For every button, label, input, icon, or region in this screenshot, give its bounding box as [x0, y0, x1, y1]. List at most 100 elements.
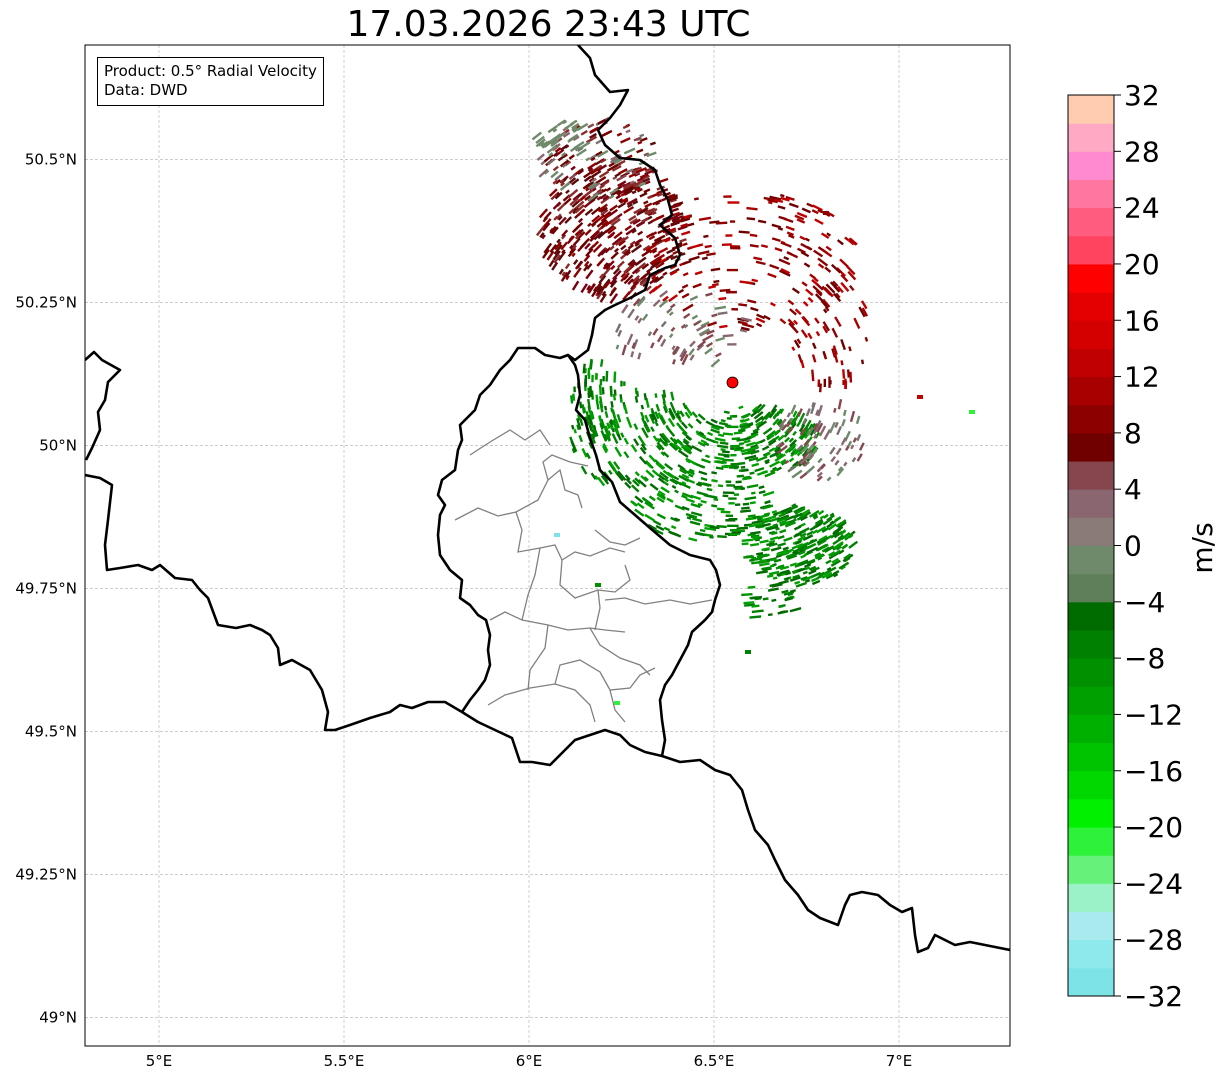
colorbar-segment: [1068, 883, 1114, 913]
echo-pixel: [816, 422, 824, 433]
echo-pixel: [587, 392, 591, 399]
echo-pixel: [832, 528, 842, 535]
echo-pixel: [564, 122, 575, 130]
echo-pixel: [796, 513, 808, 521]
echo-pixel: [803, 460, 810, 468]
echo-pixel: [658, 299, 669, 308]
echo-pixel: [744, 496, 757, 501]
echo-pixel: [640, 474, 648, 483]
echo-pixel: [801, 207, 811, 214]
echo-pixel: [788, 234, 795, 239]
colorbar-segment: [1068, 404, 1114, 434]
echo-pixel: [604, 428, 611, 439]
echo-pixel: [563, 197, 572, 206]
echo-pixel: [660, 486, 670, 494]
echo-pixel: [611, 164, 622, 172]
echo-pixel: [625, 129, 631, 134]
echo-pixel: [780, 196, 790, 202]
echo-pixel: [660, 451, 666, 457]
echo-pixel: [767, 613, 773, 617]
echo-pixel: [726, 268, 738, 272]
echo-pixel: [844, 378, 847, 389]
echo-pixel: [804, 579, 811, 583]
echo-pixel: [598, 384, 602, 396]
colorbar-segment: [1068, 376, 1114, 406]
echo-pixel: [817, 404, 823, 417]
colorbar-segment: [1068, 686, 1114, 715]
echo-pixel: [652, 435, 659, 443]
echo-pixel: [800, 250, 810, 258]
echo-pixel: [689, 295, 699, 302]
echo-pixel: [738, 230, 750, 234]
echo-pixel: [791, 447, 797, 453]
echo-pixel: [716, 444, 729, 449]
echo-pixel: [779, 565, 790, 571]
echo-pixel: [848, 237, 857, 246]
echo-pixel: [846, 265, 856, 276]
national-borders: [85, 45, 1010, 954]
echo-pixel: [649, 141, 656, 146]
echo-pixel: [624, 185, 637, 194]
echo-pixel: [721, 465, 729, 469]
echo-pixel: [634, 508, 645, 517]
echo-pixel: [597, 229, 608, 240]
echo-pixel: [581, 404, 586, 414]
echo-pixel: [609, 204, 618, 212]
echo-pixel: [820, 232, 830, 239]
echo-pixel: [579, 418, 584, 426]
echo-pixel: [642, 177, 651, 183]
echo-pixel: [759, 559, 767, 563]
echo-pixel: [574, 146, 581, 152]
echo-pixel: [561, 234, 567, 240]
echo-pixel: [740, 465, 746, 469]
echo-pixel: [625, 168, 634, 174]
colorbar-segment: [1068, 461, 1114, 490]
echo-pixel: [648, 454, 657, 463]
echo-pixel: [599, 273, 605, 279]
plot-frame: [84, 44, 1011, 1047]
echo-pixel: [671, 345, 676, 351]
echo-pixel: [670, 254, 679, 261]
echo-pixel: [609, 245, 615, 251]
echo-pixel: [969, 410, 975, 414]
echo-pixel: [600, 213, 611, 223]
echo-pixel: [836, 425, 843, 436]
echo-pixel: [715, 424, 725, 430]
echo-pixel: [800, 444, 810, 454]
echo-pixel: [560, 271, 569, 282]
echo-pixel: [691, 314, 699, 320]
echo-pixel: [550, 170, 559, 179]
echo-pixel: [705, 454, 710, 459]
echo-pixel: [829, 446, 836, 455]
colorbar-tick-label: 32: [1124, 79, 1160, 112]
echo-pixel: [657, 253, 665, 260]
echo-pixel: [739, 328, 748, 333]
echo-pixel: [590, 156, 596, 162]
echo-pixel: [841, 418, 846, 427]
echo-pixel: [781, 511, 787, 516]
echo-pixel: [573, 428, 577, 434]
echo-pixel: [611, 409, 616, 418]
echo-pixel: [551, 226, 559, 235]
echo-pixel: [607, 469, 613, 475]
echo-pixel: [754, 415, 764, 424]
echo-pixel: [618, 239, 626, 247]
echo-pixel: [705, 437, 716, 444]
echo-pixel: [644, 513, 655, 522]
colorbar-segment: [1068, 292, 1114, 321]
echo-pixel: [657, 477, 666, 484]
echo-pixel: [587, 414, 593, 426]
echo-pixel: [700, 439, 708, 445]
echo-pixel: [658, 437, 667, 447]
echo-pixel: [697, 441, 706, 447]
echo-pixel: [825, 245, 832, 252]
echo-pixel: [793, 525, 802, 531]
echo-pixel: [623, 248, 631, 256]
echo-pixel: [779, 458, 787, 465]
echo-pixel: [769, 582, 782, 588]
echo-pixel: [642, 244, 651, 252]
echo-pixel: [602, 376, 605, 382]
echo-pixel: [577, 208, 586, 216]
echo-pixel: [708, 285, 717, 289]
echo-pixel: [640, 271, 651, 281]
